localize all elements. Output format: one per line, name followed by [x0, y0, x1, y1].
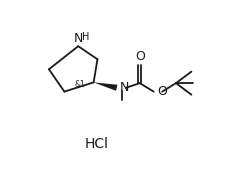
- Text: N: N: [120, 81, 129, 94]
- Text: H: H: [82, 32, 89, 41]
- Polygon shape: [94, 82, 117, 91]
- Text: HCl: HCl: [85, 137, 109, 151]
- Text: N: N: [74, 32, 83, 45]
- Text: &1: &1: [74, 80, 85, 89]
- Text: O: O: [157, 85, 167, 98]
- Text: O: O: [136, 50, 146, 63]
